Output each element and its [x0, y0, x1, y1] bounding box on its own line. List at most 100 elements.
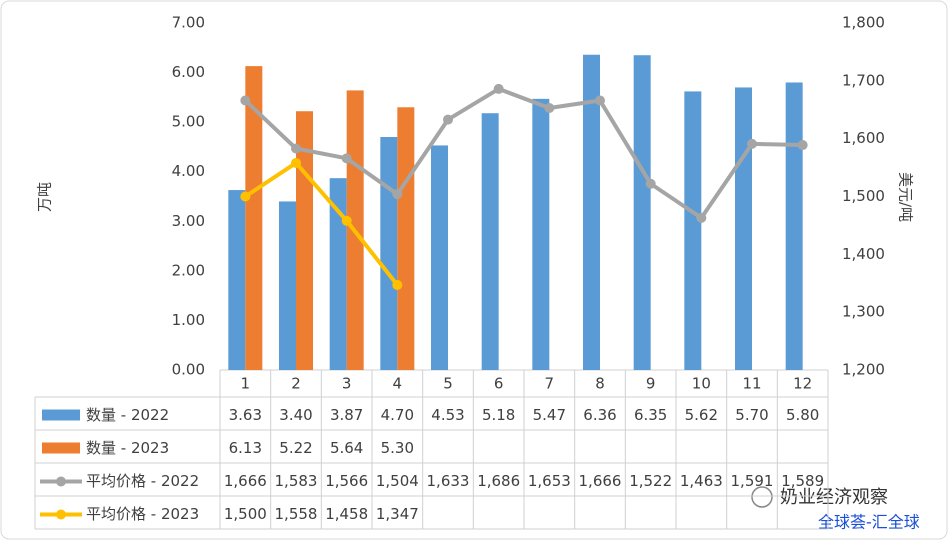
- table-value: 1,589: [781, 472, 824, 490]
- line-marker: [645, 178, 656, 189]
- line: [244, 160, 399, 287]
- y2-tick-label: 1,600: [842, 129, 885, 147]
- table-value: 1,347: [376, 505, 419, 523]
- table-value: 1,463: [680, 472, 723, 490]
- line-marker: [544, 103, 555, 114]
- legend-label: 平均价格 - 2022: [86, 472, 199, 490]
- bar: [329, 178, 347, 370]
- bar: [380, 137, 398, 370]
- y2-tick-label: 1,800: [842, 14, 885, 32]
- x-tick-label: 5: [443, 375, 453, 393]
- y-tick-label: 0.00: [172, 361, 205, 379]
- x-tick-label: 10: [692, 375, 711, 393]
- table-value: 1,558: [275, 505, 318, 523]
- watermark: 奶业经济观察: [780, 487, 888, 508]
- table-value: 5.30: [381, 439, 414, 457]
- x-tick-label: 7: [545, 375, 555, 393]
- x-tick-label: 12: [793, 375, 812, 393]
- line-marker: [291, 143, 301, 154]
- y-tick-label: 6.00: [172, 63, 205, 81]
- table-value: 4.70: [381, 406, 414, 424]
- bar: [633, 55, 651, 370]
- line-marker: [240, 191, 251, 202]
- y-tick-label: 5.00: [172, 113, 205, 131]
- table-value: 3.40: [279, 406, 312, 424]
- bar: [431, 145, 448, 370]
- legend-swatch: [42, 442, 80, 454]
- y2-tick-label: 1,500: [842, 187, 885, 205]
- legend-label: 数量 - 2023: [86, 439, 169, 457]
- x-tick-label: 1: [241, 375, 251, 393]
- table-value: 5.22: [279, 439, 312, 457]
- table-value: 1,500: [224, 505, 267, 523]
- line-marker: [392, 189, 403, 200]
- table-value: 5.47: [533, 406, 566, 424]
- legend-swatch: [56, 476, 66, 487]
- table-value: 5.62: [685, 406, 718, 424]
- table-value: 1,686: [477, 472, 520, 490]
- table-value: 1,666: [579, 472, 622, 490]
- table-value: 3.63: [229, 406, 262, 424]
- table-value: 5.70: [735, 406, 768, 424]
- y2-tick-label: 1,700: [842, 71, 885, 89]
- table-value: 1,504: [376, 472, 419, 490]
- bar: [532, 98, 550, 370]
- y-tick-label: 1.00: [172, 311, 205, 329]
- line-marker: [747, 138, 757, 149]
- bar: [397, 107, 415, 371]
- line-marker: [291, 157, 301, 168]
- x-tick-label: 3: [342, 375, 352, 393]
- x-tick-label: 8: [595, 375, 605, 393]
- x-tick-label: 2: [291, 375, 301, 393]
- bar: [245, 66, 263, 371]
- y-tick-label: 7.00: [172, 14, 205, 32]
- table-value: 5.18: [482, 406, 515, 424]
- x-tick-label: 11: [742, 375, 761, 393]
- bar: [735, 87, 752, 370]
- line-marker: [392, 279, 403, 290]
- line-marker: [696, 212, 707, 223]
- line-marker: [240, 95, 251, 106]
- y-tick-label: 4.00: [172, 162, 205, 180]
- line-marker: [443, 114, 453, 125]
- table-value: 1,458: [325, 505, 368, 523]
- table-value: 1,633: [427, 472, 470, 490]
- y-axis-label: 万吨: [36, 182, 54, 212]
- line-marker: [341, 215, 352, 226]
- bar: [684, 91, 702, 370]
- legend-swatch: [42, 409, 80, 421]
- legend-label: 平均价格 - 2023: [86, 505, 199, 523]
- table-value: 3.87: [330, 406, 363, 424]
- line-marker: [797, 140, 808, 151]
- table-value: 4.53: [431, 406, 464, 424]
- table-value: 6.35: [634, 406, 667, 424]
- y2-tick-label: 1,200: [842, 361, 885, 379]
- table-value: 5.80: [786, 406, 819, 424]
- bar: [228, 190, 246, 370]
- table-value: 1,566: [325, 472, 368, 490]
- table-value: 6.13: [229, 439, 262, 457]
- watermark: 全球荟-汇全球: [818, 513, 920, 532]
- legend-swatch: [56, 509, 66, 520]
- y2-tick-label: 1,400: [842, 245, 885, 263]
- y-tick-label: 3.00: [172, 212, 205, 230]
- bar: [583, 54, 600, 371]
- y2-tick-label: 1,300: [842, 303, 885, 321]
- bar: [785, 82, 803, 370]
- table-value: 6.36: [583, 406, 616, 424]
- bar: [279, 201, 296, 370]
- watermark-icon: [751, 486, 773, 508]
- table-value: 1,591: [731, 472, 774, 490]
- y-tick-label: 2.00: [172, 261, 205, 279]
- table-value: 1,653: [528, 472, 571, 490]
- bar: [481, 113, 499, 370]
- x-tick-label: 4: [393, 375, 403, 393]
- table-value: 1,583: [275, 472, 318, 490]
- line-marker: [493, 83, 504, 94]
- line-marker: [595, 95, 605, 106]
- x-tick-label: 6: [494, 375, 504, 393]
- x-tick-label: 9: [646, 375, 656, 393]
- table-value: 1,666: [224, 472, 267, 490]
